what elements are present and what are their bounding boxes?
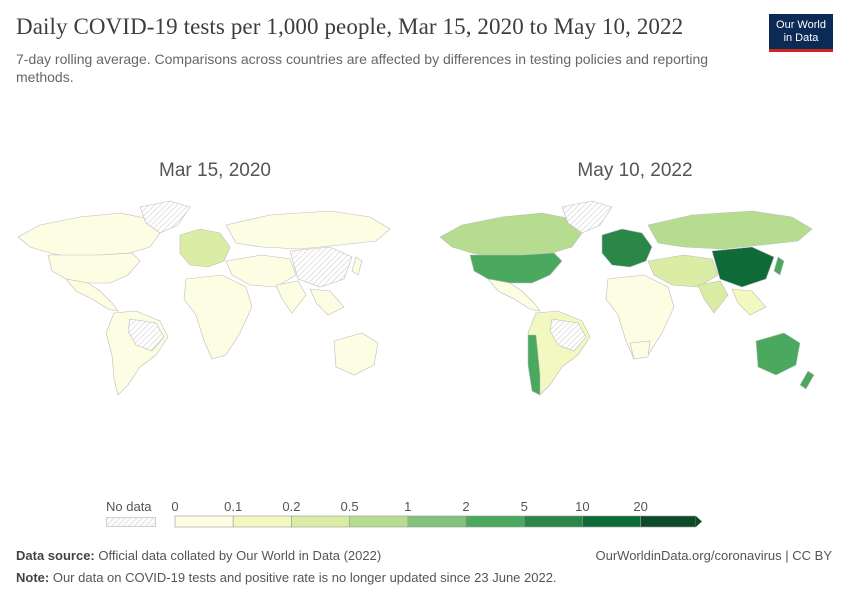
region-usa[interactable] (47, 252, 141, 284)
region-newzealand[interactable] (799, 370, 815, 390)
region-seasia[interactable] (731, 288, 767, 316)
footnote: Note: Our data on COVID-19 tests and pos… (16, 570, 557, 585)
region-europe[interactable] (179, 228, 231, 268)
region-seasia[interactable] (309, 288, 345, 316)
region-russia[interactable] (225, 210, 391, 250)
legend-tick: 0.5 (340, 499, 359, 514)
chart-title: Daily COVID-19 tests per 1,000 people, M… (16, 14, 684, 39)
legend-scale (174, 515, 702, 528)
logo-line1: Our World (776, 19, 826, 31)
region-mideast[interactable] (647, 254, 719, 288)
legend-bin-7[interactable] (582, 515, 641, 528)
chart-subtitle: 7-day rolling average. Comparisons acros… (16, 51, 709, 85)
note-text: Our data on COVID-19 tests and positive … (52, 570, 557, 585)
note-label: Note: (16, 570, 50, 585)
region-china[interactable] (711, 246, 775, 288)
legend-tick: 2 (462, 499, 470, 514)
region-brazil[interactable] (549, 318, 587, 352)
region-europe[interactable] (601, 228, 653, 268)
region-brazil[interactable] (127, 318, 165, 352)
legend-tick: 0.1 (224, 499, 243, 514)
data-source: Data source: Official data collated by O… (16, 548, 381, 563)
region-canada[interactable] (439, 212, 583, 258)
left-map-date: Mar 15, 2020 (159, 160, 271, 181)
region-russia[interactable] (647, 210, 813, 250)
region-greenland[interactable] (561, 200, 613, 234)
legend-bin-2[interactable] (291, 515, 350, 528)
world-maps (17, 200, 815, 396)
region-africa[interactable] (183, 274, 253, 360)
legend-tick: 0.2 (282, 499, 301, 514)
logo-line2: in Data (783, 32, 819, 44)
owid-logo[interactable]: Our World in Data (769, 14, 833, 52)
legend-arrow (695, 516, 702, 527)
region-japan[interactable] (351, 256, 363, 276)
legend-tick: 1 (404, 499, 412, 514)
region-australia[interactable] (755, 332, 801, 376)
map-right (439, 200, 815, 396)
legend-bin-8[interactable] (640, 515, 697, 528)
region-mexico[interactable] (487, 278, 541, 312)
source-label: Data source: (16, 548, 95, 563)
right-map-date: May 10, 2022 (577, 160, 693, 181)
legend-tick: 0 (171, 499, 179, 514)
region-canada[interactable] (17, 212, 161, 258)
legend-bin-1[interactable] (232, 515, 292, 528)
legend-bin-5[interactable] (465, 515, 525, 528)
source-text: Official data collated by Our World in D… (98, 548, 382, 563)
region-australia[interactable] (333, 332, 379, 376)
region-japan[interactable] (773, 256, 785, 276)
source-link[interactable]: OurWorldinData.org/coronavirus | CC BY (595, 548, 832, 563)
region-india[interactable] (275, 280, 307, 314)
region-chile[interactable] (527, 334, 541, 396)
region-china[interactable] (289, 246, 353, 288)
legend-bin-6[interactable] (523, 515, 583, 528)
legend-bin-3[interactable] (349, 515, 409, 528)
legend-bin-0[interactable] (174, 515, 234, 528)
region-greenland[interactable] (139, 200, 191, 234)
legend-bin-4[interactable] (407, 515, 467, 528)
region-south-africa[interactable] (629, 340, 651, 360)
region-mideast[interactable] (225, 254, 297, 288)
legend-tick: 5 (520, 499, 528, 514)
region-india[interactable] (697, 280, 729, 314)
region-mexico[interactable] (65, 278, 119, 312)
legend-no-data-label: No data (106, 499, 152, 514)
legend-tick: 20 (633, 499, 648, 514)
legend-no-data-swatch (106, 517, 156, 527)
legend: No data 0 0.1 0.2 0.5 1 2 5 10 20 (0, 495, 850, 535)
map-left (17, 200, 391, 396)
legend-tick: 10 (575, 499, 590, 514)
region-usa[interactable] (469, 252, 563, 284)
